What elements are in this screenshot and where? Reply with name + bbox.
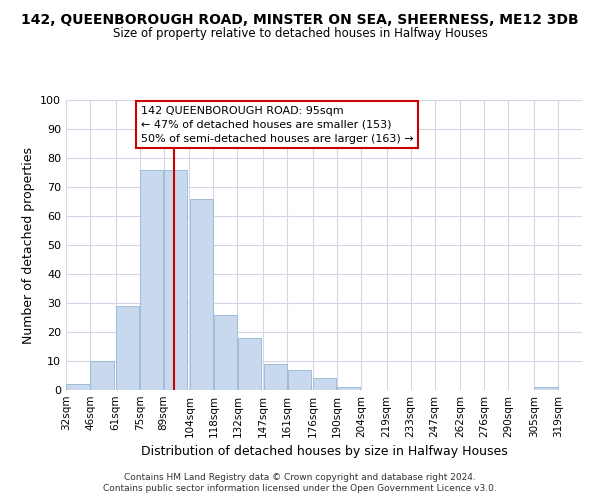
Bar — [190, 198, 213, 390]
Bar — [116, 306, 139, 390]
Bar — [238, 338, 261, 390]
X-axis label: Distribution of detached houses by size in Halfway Houses: Distribution of detached houses by size … — [140, 446, 508, 458]
Bar — [91, 361, 113, 390]
Text: Size of property relative to detached houses in Halfway Houses: Size of property relative to detached ho… — [113, 28, 487, 40]
Bar — [535, 387, 557, 390]
Text: Contains public sector information licensed under the Open Government Licence v3: Contains public sector information licen… — [103, 484, 497, 493]
Bar — [164, 170, 187, 390]
Bar — [67, 384, 89, 390]
Text: Contains HM Land Registry data © Crown copyright and database right 2024.: Contains HM Land Registry data © Crown c… — [124, 472, 476, 482]
Bar — [287, 370, 311, 390]
Bar — [263, 364, 287, 390]
Bar — [140, 170, 163, 390]
Text: 142 QUEENBOROUGH ROAD: 95sqm
← 47% of detached houses are smaller (153)
50% of s: 142 QUEENBOROUGH ROAD: 95sqm ← 47% of de… — [141, 106, 413, 144]
Bar — [313, 378, 337, 390]
Bar — [337, 387, 361, 390]
Text: 142, QUEENBOROUGH ROAD, MINSTER ON SEA, SHEERNESS, ME12 3DB: 142, QUEENBOROUGH ROAD, MINSTER ON SEA, … — [21, 12, 579, 26]
Y-axis label: Number of detached properties: Number of detached properties — [22, 146, 35, 344]
Bar — [214, 314, 237, 390]
